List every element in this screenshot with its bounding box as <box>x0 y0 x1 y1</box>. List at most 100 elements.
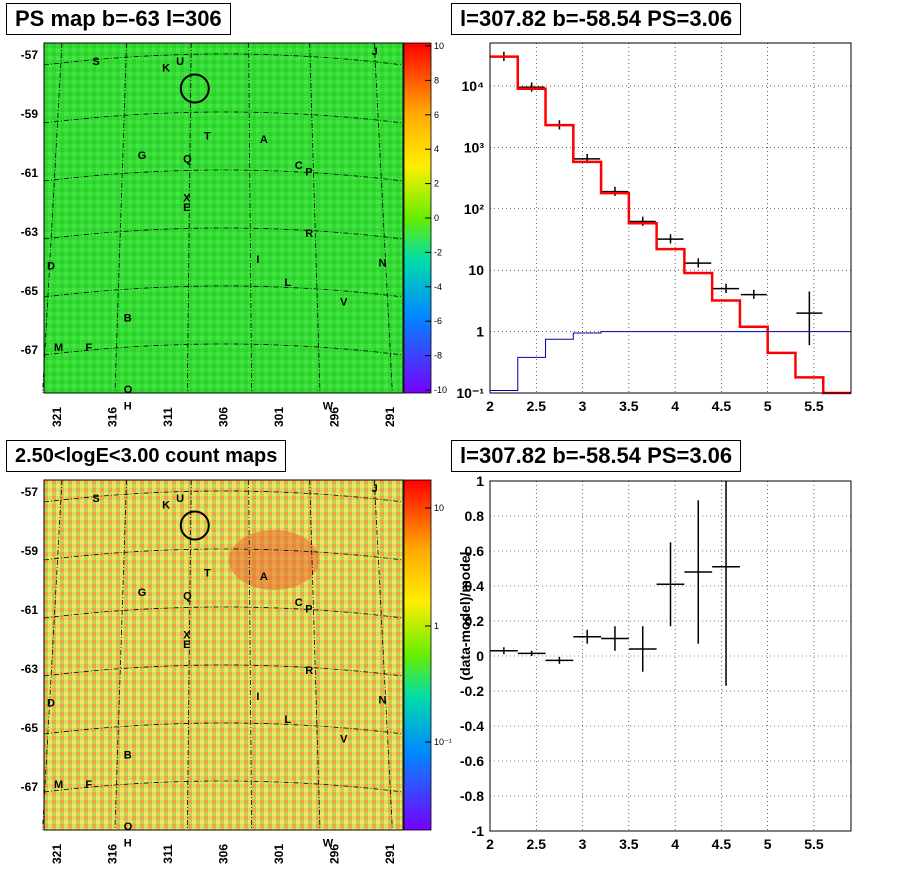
source-label: S <box>92 493 99 505</box>
map-x-tick-label: 306 <box>217 407 231 427</box>
graticule-latitude <box>43 111 404 124</box>
model-background-line <box>490 331 851 391</box>
graticule-longitude <box>186 479 192 831</box>
source-label: B <box>124 313 132 325</box>
y-tick-label: 10⁻¹ <box>456 385 484 401</box>
map-y-tick-label: -67 <box>21 343 39 357</box>
map-x-tick-label: 311 <box>161 407 175 427</box>
colorbar-label: 6 <box>434 110 439 120</box>
source-label: E <box>183 202 190 214</box>
x-tick-label: 4 <box>671 398 679 414</box>
source-label: A <box>260 134 268 146</box>
map-y-tick-label: -57 <box>21 48 39 62</box>
map-x-tick-label: 311 <box>161 844 175 864</box>
graticule-latitude <box>43 227 404 240</box>
source-label: C <box>295 597 303 609</box>
graticule-longitude <box>309 42 321 394</box>
source-label: J <box>372 483 378 495</box>
source-label: L <box>284 714 291 726</box>
source-label: C <box>295 160 303 172</box>
map-y-tick-label: -59 <box>21 544 39 558</box>
source-label: H <box>124 400 132 412</box>
source-label: S <box>92 56 99 68</box>
spectrum-top-chart: 2 2.5 3 3.5 4 4.5 5 5.5 10⁻¹ 1 10 10² 10³ 10⁴ <box>456 42 852 414</box>
graticule-longitude <box>186 42 192 394</box>
y-tick-label: 0.8 <box>465 508 485 524</box>
x-tick-label: 2 <box>486 836 494 852</box>
map-x-tick-label: 296 <box>328 407 342 427</box>
source-label: O <box>124 384 133 396</box>
map-y-tick-label: -59 <box>21 107 39 121</box>
x-tick-label: 4.5 <box>712 398 732 414</box>
source-label: N <box>379 257 387 269</box>
x-tick-label: 4 <box>671 836 679 852</box>
source-label: I <box>256 691 259 703</box>
colorbar-label: -10 <box>434 385 447 395</box>
source-label: V <box>340 733 348 745</box>
map-x-tick-label: 316 <box>106 407 120 427</box>
source-label: R <box>305 665 313 677</box>
source-label: O <box>124 821 133 833</box>
map-x-tick-label: 296 <box>328 844 342 864</box>
x-tick-label: 3 <box>579 836 587 852</box>
source-label: N <box>379 694 387 706</box>
map-y-tick-label: -57 <box>21 485 39 499</box>
map-y-tick-label: -63 <box>21 662 39 676</box>
y-tick-label: 0 <box>476 648 484 664</box>
graticule-longitude <box>248 42 253 394</box>
x-tick-label: 5.5 <box>804 398 824 414</box>
graticule-longitude <box>373 42 393 394</box>
graticule-longitude <box>42 479 63 831</box>
y-tick-label: -0.4 <box>460 718 484 734</box>
colorbar <box>403 479 432 831</box>
hotspot-region <box>229 530 319 590</box>
source-label: J <box>372 46 378 58</box>
graticule-latitude <box>43 53 404 66</box>
x-tick-label: 3.5 <box>619 398 639 414</box>
graticule-latitude <box>43 780 404 793</box>
x-tick-label: 5 <box>764 836 772 852</box>
map-bottom-title: 2.50<logE<3.00 count maps <box>6 440 287 472</box>
source-label: F <box>85 342 92 354</box>
source-label: K <box>162 62 170 74</box>
map-frame <box>43 42 404 394</box>
graticule-latitude <box>43 169 404 182</box>
source-label: T <box>204 131 211 143</box>
source-label: U <box>176 493 184 505</box>
map-top-title: PS map b=-63 l=306 <box>6 3 231 35</box>
graticule-latitude <box>43 664 404 677</box>
y-tick-label: 10³ <box>464 139 485 155</box>
map-y-tick-label: -63 <box>21 225 39 239</box>
map-x-tick-label: 291 <box>383 407 397 427</box>
y-tick-label: -0.6 <box>460 753 484 769</box>
graticule-latitude <box>43 606 404 619</box>
map-x-tick-label: 321 <box>50 844 64 864</box>
colorbar-label: 2 <box>434 179 439 189</box>
y-axis-label: (data-model)/model <box>457 551 473 680</box>
y-tick-label: 10⁴ <box>462 78 485 94</box>
map-y-tick-label: -61 <box>21 603 39 617</box>
map-y-tick-label: -65 <box>21 721 39 735</box>
colorbar-label: 8 <box>434 75 439 85</box>
source-label: A <box>260 571 268 583</box>
residual-chart: 2 2.5 3 3.5 4 4.5 5 5.5 -1 -0.8 -0.6 -0.4 -0.2 0 0.2 0.… <box>457 473 852 852</box>
graticule-latitude <box>43 490 404 503</box>
colorbar-label: 10⁻¹ <box>434 737 452 747</box>
source-label: L <box>284 277 291 289</box>
roi-circle <box>179 510 210 541</box>
source-label: H <box>124 837 132 849</box>
source-label: W <box>323 400 334 412</box>
map-frame <box>43 479 404 831</box>
count-map: S KU J T A G Q CP XE R I N D L V B M F OH W -57 -59 -61 -63 -65 -… <box>21 479 452 864</box>
source-label: W <box>323 837 334 849</box>
x-tick-label: 5 <box>764 398 772 414</box>
spectrum-top-title: l=307.82 b=-58.54 PS=3.06 <box>451 3 742 35</box>
y-tick-label: 10² <box>464 201 485 217</box>
x-tick-label: 4.5 <box>712 836 732 852</box>
graticule-longitude <box>42 42 63 394</box>
graticule-longitude <box>309 479 321 831</box>
source-label: V <box>340 296 348 308</box>
x-tick-label: 2 <box>486 398 494 414</box>
map-x-tick-label: 301 <box>272 844 286 864</box>
